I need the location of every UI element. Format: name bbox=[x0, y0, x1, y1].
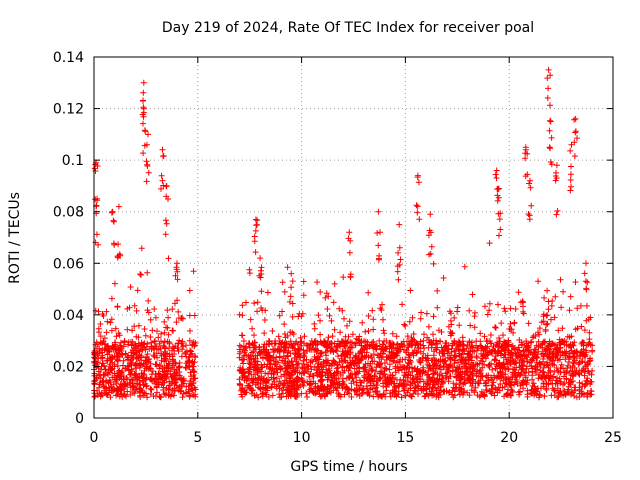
y-axis-label: ROTI / TECUs bbox=[7, 192, 23, 284]
y-tick-label: 0.04 bbox=[53, 308, 84, 324]
data-points bbox=[91, 66, 596, 401]
scatter-markers bbox=[91, 66, 596, 401]
y-tick-label: 0.14 bbox=[53, 50, 84, 66]
axis-ticks: 0 5 10 15 20 25 0 0.02 0.04 0.06 0.08 0.1 0.12 0.14 bbox=[53, 50, 622, 446]
x-tick-label: 10 bbox=[293, 430, 311, 446]
x-tick-label: 0 bbox=[90, 430, 99, 446]
y-tick-label: 0.08 bbox=[53, 205, 84, 221]
x-tick-label: 15 bbox=[396, 430, 414, 446]
plot-frame bbox=[93, 56, 614, 419]
y-tick-label: 0.12 bbox=[53, 102, 84, 118]
y-tick-label: 0 bbox=[75, 411, 84, 427]
x-tick-label: 20 bbox=[500, 430, 518, 446]
x-tick-label: 25 bbox=[604, 430, 622, 446]
x-tick-label: 5 bbox=[193, 430, 202, 446]
y-tick-label: 0.02 bbox=[53, 359, 84, 375]
chart-title: Day 219 of 2024, Rate Of TEC Index for r… bbox=[162, 20, 534, 36]
y-tick-label: 0.1 bbox=[62, 153, 84, 169]
y-tick-label: 0.06 bbox=[53, 256, 84, 272]
x-axis-label: GPS time / hours bbox=[290, 459, 407, 475]
